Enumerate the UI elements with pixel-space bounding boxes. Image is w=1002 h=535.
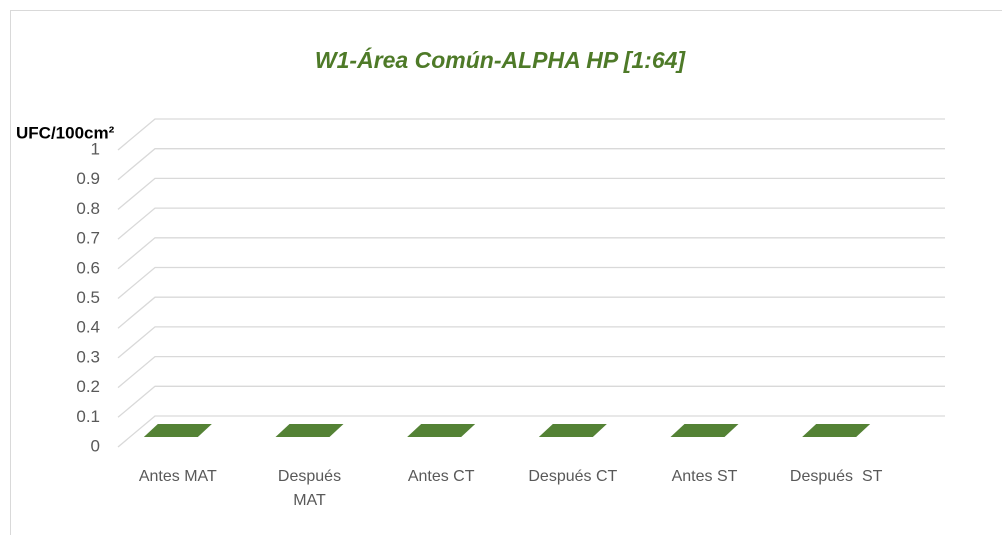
- bar-top: [538, 424, 607, 437]
- y-tick-label: 0.5: [76, 288, 100, 307]
- bar: [275, 424, 344, 437]
- x-tick-label: Antes CT: [407, 468, 475, 485]
- grid-line: [117, 118, 945, 151]
- y-axis-label: UFC/100cm²: [16, 123, 115, 142]
- grid-line: [117, 237, 945, 270]
- bar: [143, 424, 212, 437]
- bar: [538, 424, 607, 437]
- grid-line: [117, 326, 945, 359]
- y-tick-label: 0: [91, 436, 100, 455]
- bar-top: [670, 424, 739, 437]
- grid-line: [117, 385, 945, 418]
- y-tick-label: 0.3: [76, 347, 100, 366]
- bar: [407, 424, 476, 437]
- y-tick-label: 0.1: [76, 407, 100, 426]
- grid-line: [117, 296, 945, 329]
- x-tick-label: Antes ST: [671, 468, 738, 485]
- bar-top: [802, 424, 871, 437]
- grid-line: [117, 177, 945, 210]
- y-tick-label: 0.9: [76, 169, 100, 188]
- grid-line: [117, 207, 945, 240]
- y-tick-label: 0.6: [76, 258, 100, 277]
- y-tick-label: 0.2: [76, 377, 100, 396]
- y-tick-label: 0.7: [76, 229, 100, 248]
- bar-top: [407, 424, 476, 437]
- x-tick-label: Después CT: [528, 468, 618, 485]
- bar-top: [275, 424, 344, 437]
- grid-line: [117, 266, 945, 299]
- grid-line: [117, 355, 945, 389]
- y-tick-label: 0.4: [76, 318, 100, 337]
- grid-line: [117, 148, 945, 181]
- bar: [670, 424, 739, 437]
- y-tick-label: 1: [91, 139, 100, 158]
- x-tick-label: Después ST: [789, 468, 883, 485]
- y-tick-label: 0.8: [76, 199, 100, 218]
- grid-line: [117, 415, 945, 448]
- bar: [802, 424, 871, 437]
- chart-border: [10, 10, 1002, 535]
- x-tick-label: Después MAT: [277, 468, 346, 509]
- x-tick-label: Antes MAT: [138, 468, 217, 485]
- chart-title: W1-Área Común-ALPHA HP [1:64]: [315, 46, 686, 73]
- bar-top: [143, 424, 212, 437]
